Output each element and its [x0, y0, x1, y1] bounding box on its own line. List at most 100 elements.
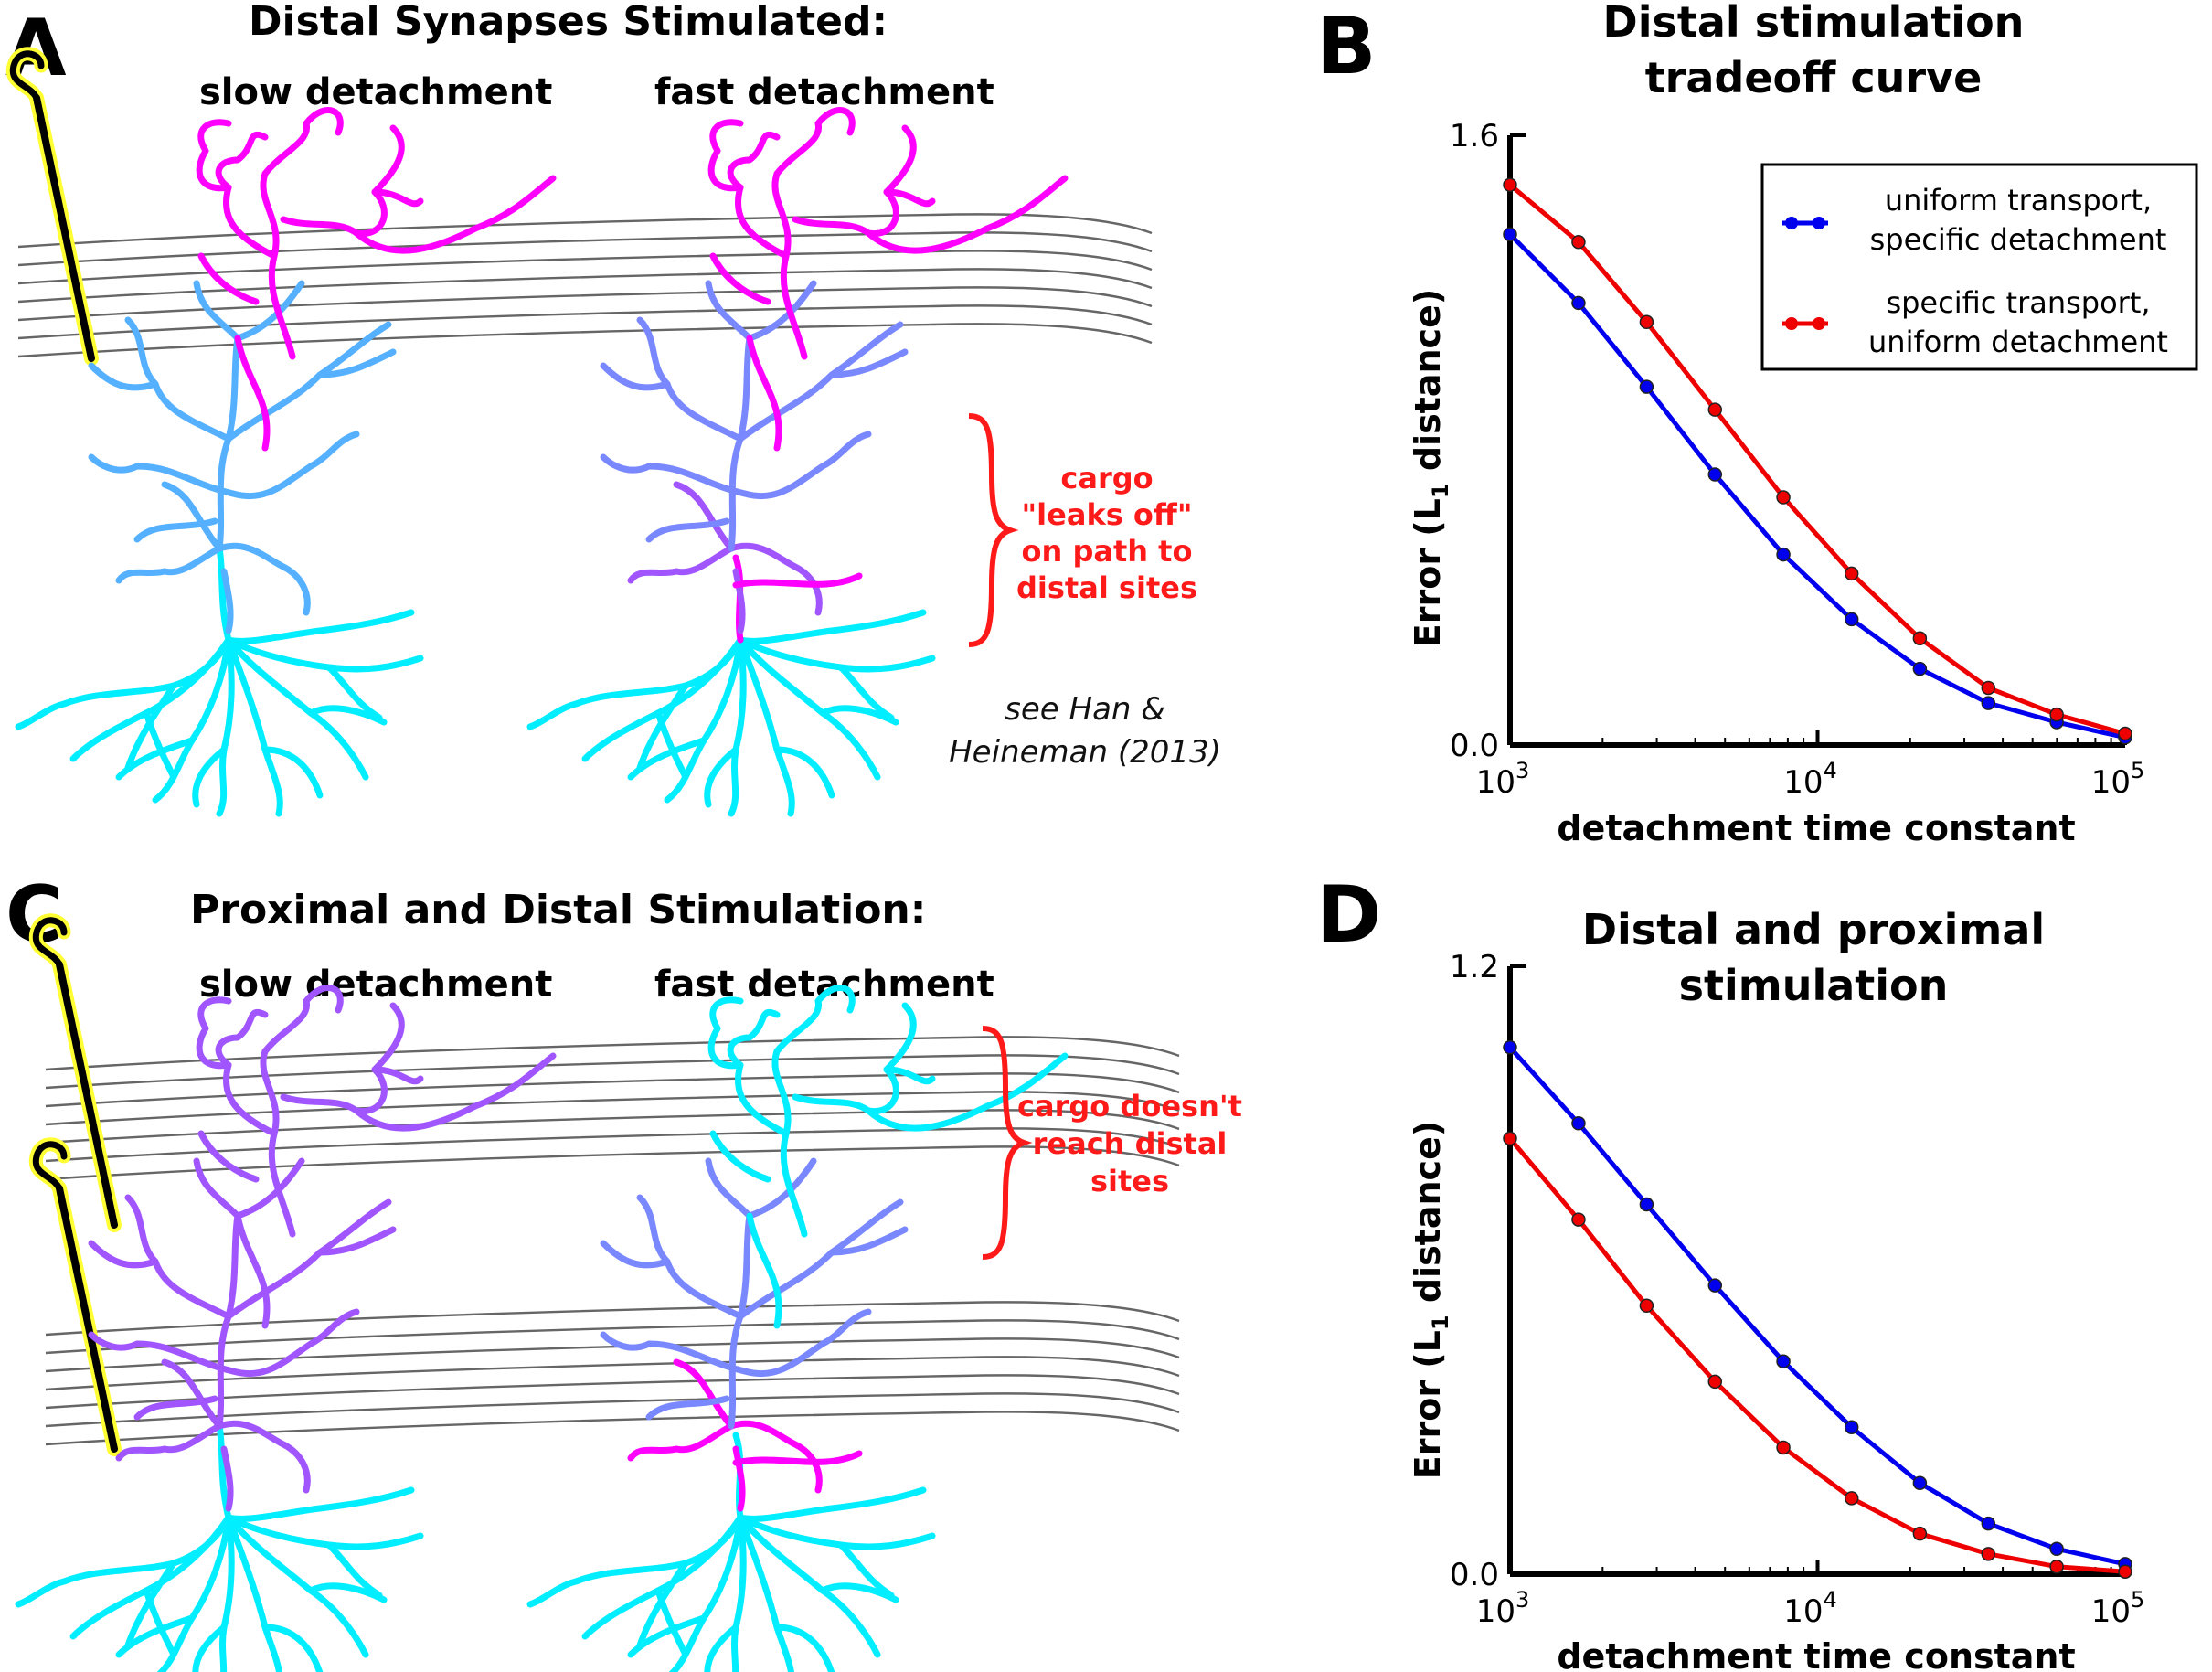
- data-point: [2118, 726, 2132, 741]
- data-point: [2118, 1564, 2132, 1579]
- data-point: [1503, 1039, 1517, 1055]
- panel-a-title: Distal Synapses Stimulated:: [249, 0, 888, 45]
- data-point: [1844, 566, 1859, 581]
- y-tick-label: 1.2: [1450, 949, 1499, 985]
- panel-a: A Distal Synapses Stimulated: slow detac…: [5, 0, 1221, 814]
- data-point: [1639, 1197, 1654, 1212]
- panel-b: B Distal stimulation tradeoff curve 0.01…: [1316, 0, 2198, 848]
- panel-letter-d: D: [1316, 869, 1381, 961]
- chart-d-title-line-1: Distal and proximal: [1582, 905, 2045, 954]
- data-point: [2049, 707, 2064, 722]
- y-tick-label: 0.0: [1450, 728, 1499, 764]
- y-tick-label: 1.6: [1450, 118, 1499, 154]
- citation-line-2: Heineman (2013): [949, 734, 1221, 771]
- legend-marker: [1813, 317, 1825, 330]
- annotation-brace-c: [982, 1026, 1033, 1260]
- chart-d-plot: 0.0 1.2 103 104 105: [1450, 949, 2144, 1630]
- chart-d-title-line-2: stimulation: [1679, 961, 1949, 1010]
- neuron-slow-detachment: [18, 111, 553, 814]
- chart-b-ylabel: Error (L1 distance): [1408, 289, 1453, 647]
- data-point: [1912, 1526, 1928, 1541]
- annotation-line-3: on path to: [1022, 534, 1193, 569]
- legend-marker: [1785, 217, 1798, 229]
- x-tick-label: 103: [1476, 1587, 1530, 1630]
- annotation-c-line-1: cargo doesn't: [1017, 1089, 1242, 1124]
- y-tick-label: 0.0: [1450, 1557, 1499, 1593]
- neuron-fast-detachment: [530, 111, 1065, 814]
- legend-marker: [1785, 317, 1798, 330]
- data-point: [1571, 1116, 1586, 1131]
- data-point: [1639, 314, 1654, 330]
- data-point: [1981, 1547, 1996, 1561]
- data-point: [1912, 661, 1928, 676]
- annotation-line-4: distal sites: [1016, 570, 1197, 605]
- panel-d: D Distal and proximal stimulation 0.0 1.2…: [1316, 869, 2144, 1672]
- chart-b-legend: uniform transport, specific detachment s…: [1760, 163, 2198, 371]
- panel-c: C Proximal and Distal Stimulation: slow …: [5, 869, 1242, 1672]
- citation-line-1: see Han &: [1005, 691, 1165, 728]
- chart-b-plot: 0.0 1.6 103 104 105: [1450, 118, 2144, 801]
- data-point: [1707, 402, 1723, 417]
- neuron-slow-detachment-c: [18, 988, 553, 1672]
- data-point: [1707, 467, 1723, 482]
- series-line: [1508, 183, 2126, 736]
- x-tick-label: 103: [1476, 758, 1530, 801]
- series-line: [1508, 1046, 2126, 1567]
- data-point: [1912, 1475, 1928, 1490]
- data-point: [1571, 234, 1586, 250]
- data-point: [1503, 1131, 1517, 1146]
- series-line: [1508, 232, 2126, 740]
- data-point: [1776, 490, 1791, 505]
- x-tick-label: 105: [2091, 1587, 2145, 1630]
- data-point: [1571, 1212, 1586, 1227]
- data-point: [1639, 1298, 1654, 1314]
- neuron-fast-detachment-c: [530, 988, 1065, 1672]
- annotation-line-2: "leaks off": [1022, 497, 1193, 532]
- data-point: [1844, 1491, 1859, 1506]
- data-point: [1571, 295, 1586, 311]
- chart-d-ylabel: Error (L1 distance): [1408, 1121, 1453, 1479]
- panel-a-slow-label: slow detachment: [199, 71, 552, 113]
- data-point: [2049, 1559, 2064, 1574]
- annotation-c-line-3: sites: [1090, 1164, 1169, 1198]
- data-point: [1844, 1420, 1859, 1435]
- legend-label-uniform-transport-line-1: uniform transport,: [1885, 183, 2152, 218]
- panel-c-fast-label: fast detachment: [654, 964, 994, 1006]
- data-point: [1503, 227, 1517, 242]
- chart-b-title-line-2: tradeoff curve: [1645, 53, 1983, 102]
- data-point: [1912, 631, 1928, 646]
- chart-d-xlabel: detachment time constant: [1557, 1636, 2075, 1672]
- legend-label-uniform-transport-line-2: specific detachment: [1870, 222, 2167, 257]
- series-line: [1508, 1136, 2126, 1574]
- legend-label-specific-transport-line-1: specific transport,: [1886, 285, 2150, 320]
- data-point: [2049, 1541, 2064, 1557]
- annotation-line-1: cargo: [1060, 461, 1153, 495]
- data-point: [1844, 612, 1859, 627]
- panel-a-fast-label: fast detachment: [654, 71, 994, 113]
- data-point: [1776, 547, 1791, 562]
- data-point: [1981, 1516, 1996, 1531]
- axon-tracks: [16, 213, 1154, 358]
- panel-c-title: Proximal and Distal Stimulation:: [190, 887, 926, 933]
- chart-b-title-line-1: Distal stimulation: [1603, 0, 2025, 47]
- legend-box: [1760, 163, 2198, 371]
- data-point: [1981, 696, 1996, 710]
- x-tick-label: 104: [1783, 758, 1837, 801]
- x-tick-label: 105: [2091, 758, 2145, 801]
- chart-b-xlabel: detachment time constant: [1557, 808, 2075, 848]
- legend-marker: [1813, 217, 1825, 229]
- data-point: [1707, 1374, 1723, 1390]
- panel-c-slow-label: slow detachment: [199, 964, 552, 1006]
- data-point: [1503, 177, 1517, 192]
- panel-letter-b: B: [1316, 1, 1377, 92]
- data-point: [1639, 379, 1654, 394]
- x-tick-label: 104: [1783, 1587, 1837, 1630]
- data-point: [1981, 680, 1996, 696]
- legend-label-specific-transport-line-2: uniform detachment: [1868, 325, 2168, 359]
- annotation-brace: [968, 413, 1019, 647]
- stimulating-electrode-icon: [13, 54, 91, 358]
- data-point: [1776, 1354, 1791, 1368]
- data-point: [1776, 1440, 1791, 1455]
- data-point: [1707, 1278, 1723, 1293]
